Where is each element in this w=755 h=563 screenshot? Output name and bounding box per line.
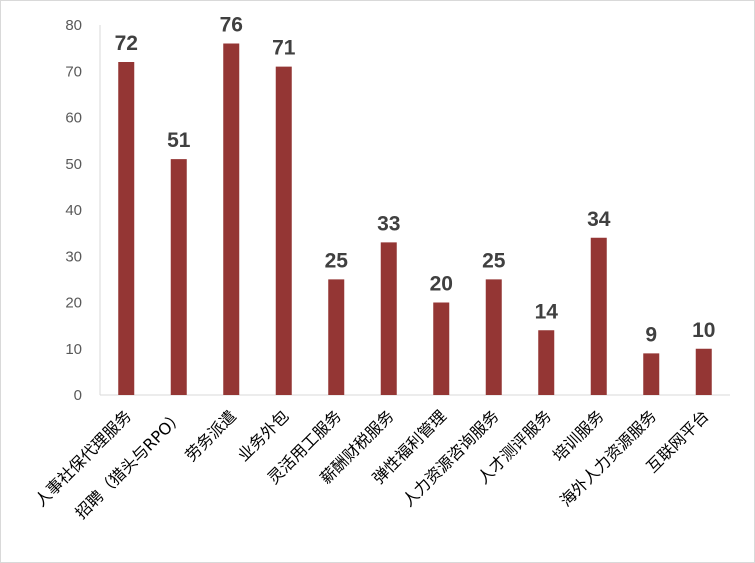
bar xyxy=(590,237,607,395)
bar xyxy=(118,62,135,395)
data-label: 20 xyxy=(430,273,453,296)
y-tick-label: 0 xyxy=(74,387,82,404)
bar xyxy=(695,348,712,395)
data-label: 72 xyxy=(115,32,138,55)
bar xyxy=(328,279,345,395)
bar xyxy=(643,353,660,395)
y-tick-label: 40 xyxy=(65,202,82,219)
data-label: 9 xyxy=(645,323,657,346)
bar xyxy=(380,242,397,395)
bar xyxy=(433,302,450,395)
x-tick-label: 海外人力资源服务 xyxy=(556,406,660,510)
data-label: 34 xyxy=(587,208,611,231)
bar xyxy=(223,43,240,395)
data-label: 14 xyxy=(535,300,559,323)
y-tick-label: 10 xyxy=(65,341,82,358)
x-tick-label: 人力资源咨询服务 xyxy=(399,406,503,510)
x-tick-label: 人事社保代理服务 xyxy=(31,406,135,510)
bar xyxy=(538,330,555,395)
bar xyxy=(170,159,187,395)
y-tick-label: 60 xyxy=(65,110,82,127)
bar xyxy=(275,66,292,395)
y-tick-label: 50 xyxy=(65,156,82,173)
data-label: 71 xyxy=(272,37,296,60)
y-tick-label: 30 xyxy=(65,248,82,265)
data-label: 25 xyxy=(482,249,506,272)
y-tick-label: 20 xyxy=(65,295,82,312)
x-tick-label: 劳务派遣 xyxy=(181,406,240,465)
data-label: 51 xyxy=(167,129,191,152)
y-tick-label: 70 xyxy=(65,63,82,80)
bar xyxy=(485,279,502,395)
data-label: 33 xyxy=(377,212,400,235)
data-label: 10 xyxy=(692,319,715,342)
data-label: 76 xyxy=(220,14,243,37)
y-tick-label: 80 xyxy=(65,17,82,34)
data-label: 25 xyxy=(325,249,349,272)
